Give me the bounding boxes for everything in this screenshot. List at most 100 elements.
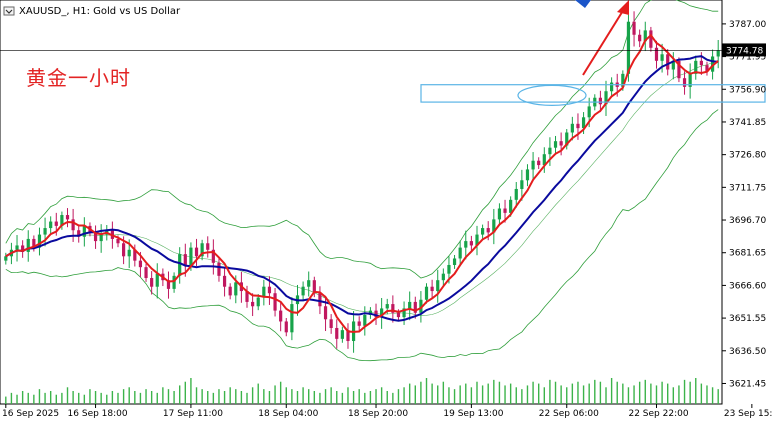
candle-body (273, 293, 277, 311)
candle-body (531, 160, 535, 170)
candle-body (60, 215, 64, 226)
x-tick-label: 23 Sep 15:00 (724, 409, 773, 418)
candle-body (217, 262, 221, 276)
candle-body (290, 304, 294, 333)
x-tick-label: 18 Sep 04:00 (258, 409, 318, 418)
candle-body (447, 264, 451, 274)
candle-body (486, 228, 490, 233)
volume-bars (5, 378, 719, 404)
y-tick-label: 3621.45 (729, 379, 766, 389)
candle-body (396, 312, 401, 318)
candle-body (436, 280, 440, 292)
lower-band (5, 109, 719, 362)
candle-body (537, 160, 541, 166)
candle-body (520, 180, 524, 189)
candle-body (43, 228, 47, 235)
candle-body (307, 280, 311, 287)
x-tick-label: 16 Sep 18:00 (68, 409, 128, 418)
y-tick-label: 3666.60 (729, 281, 766, 291)
x-tick-label: 17 Sep 11:00 (163, 409, 223, 418)
candle-body (548, 147, 552, 155)
candle-body (312, 280, 316, 294)
current-price-label: 3774.78 (726, 46, 763, 56)
candle-body (222, 275, 227, 287)
y-tick-label: 3711.75 (729, 183, 766, 193)
candle-body (363, 314, 367, 326)
slow-ma-line (5, 55, 719, 322)
candle-body (632, 21, 636, 35)
candle-body (82, 225, 86, 237)
upper-band (5, 0, 719, 279)
chart-header: XAUUSD_, H1: Gold vs US Dollar (3, 3, 180, 19)
plot-border (0, 0, 723, 405)
symbol-dropdown-icon[interactable] (3, 5, 15, 17)
candle-body (150, 278, 154, 287)
support-zone-box (420, 84, 766, 103)
y-tick-label: 3756.90 (729, 85, 766, 95)
candle-body (127, 249, 131, 257)
candle-body (346, 330, 350, 342)
candle-body (77, 230, 81, 237)
candle-body (430, 286, 434, 292)
candle-body (492, 219, 496, 233)
y-tick-label: 3726.80 (729, 151, 766, 161)
symbol-title: XAUUSD_, H1: Gold vs US Dollar (19, 5, 181, 17)
chart-frame (0, 0, 723, 405)
candle-body (503, 208, 507, 213)
middle-band (5, 60, 719, 316)
candle-body (155, 273, 159, 287)
candle-body (666, 54, 670, 70)
candle-body (256, 297, 260, 307)
candle-body (37, 234, 42, 248)
candle-body (262, 286, 266, 298)
x-tick-label: 22 Sep 22:00 (628, 409, 688, 418)
candle-body (54, 221, 58, 226)
axes: 3787.00 3771.95 3756.90 3741.85 3726.80 3711.… (2, 20, 773, 419)
candle-body (335, 327, 339, 339)
candle-body (323, 306, 328, 320)
candle-body (408, 301, 412, 309)
candle-body (189, 247, 193, 265)
candle-body (514, 188, 518, 200)
candle-body (654, 47, 659, 61)
candle-body (357, 321, 361, 326)
y-tick-label: 3636.50 (729, 347, 766, 357)
candle-body (565, 132, 569, 146)
candle-body (587, 106, 591, 118)
candle-body (178, 254, 182, 276)
candle-body (419, 299, 423, 313)
y-tick-label: 3681.65 (729, 249, 766, 259)
candle-body (144, 267, 148, 279)
candle-body (206, 243, 210, 250)
candle-body (21, 245, 25, 252)
candle-body (705, 65, 709, 72)
candle-body (643, 30, 647, 42)
candle-body (710, 56, 715, 72)
candle-body (576, 123, 580, 129)
x-tick-label: 19 Sep 13:00 (443, 409, 503, 418)
candle-body (559, 141, 563, 146)
candle-body (279, 310, 283, 322)
candle-body (71, 219, 75, 231)
candle-body (464, 241, 468, 248)
candle-body (93, 232, 98, 242)
candle-body (452, 258, 457, 265)
candle-body (172, 275, 176, 289)
candle-body (621, 73, 625, 87)
candle-body (688, 73, 692, 87)
candle-body (682, 78, 687, 87)
x-tick-label: 16 Sep 2025 (2, 409, 59, 418)
candle-body (671, 60, 675, 70)
candle-body (65, 215, 70, 220)
candle-body (301, 286, 305, 296)
candle-body (267, 286, 272, 294)
candle-body (374, 310, 378, 318)
candle-body (677, 60, 681, 79)
candle-body (284, 321, 288, 333)
candle-body (49, 221, 53, 229)
candle-body (509, 199, 513, 213)
y-tick-label: 3651.55 (729, 314, 766, 324)
candle-body (329, 319, 333, 328)
